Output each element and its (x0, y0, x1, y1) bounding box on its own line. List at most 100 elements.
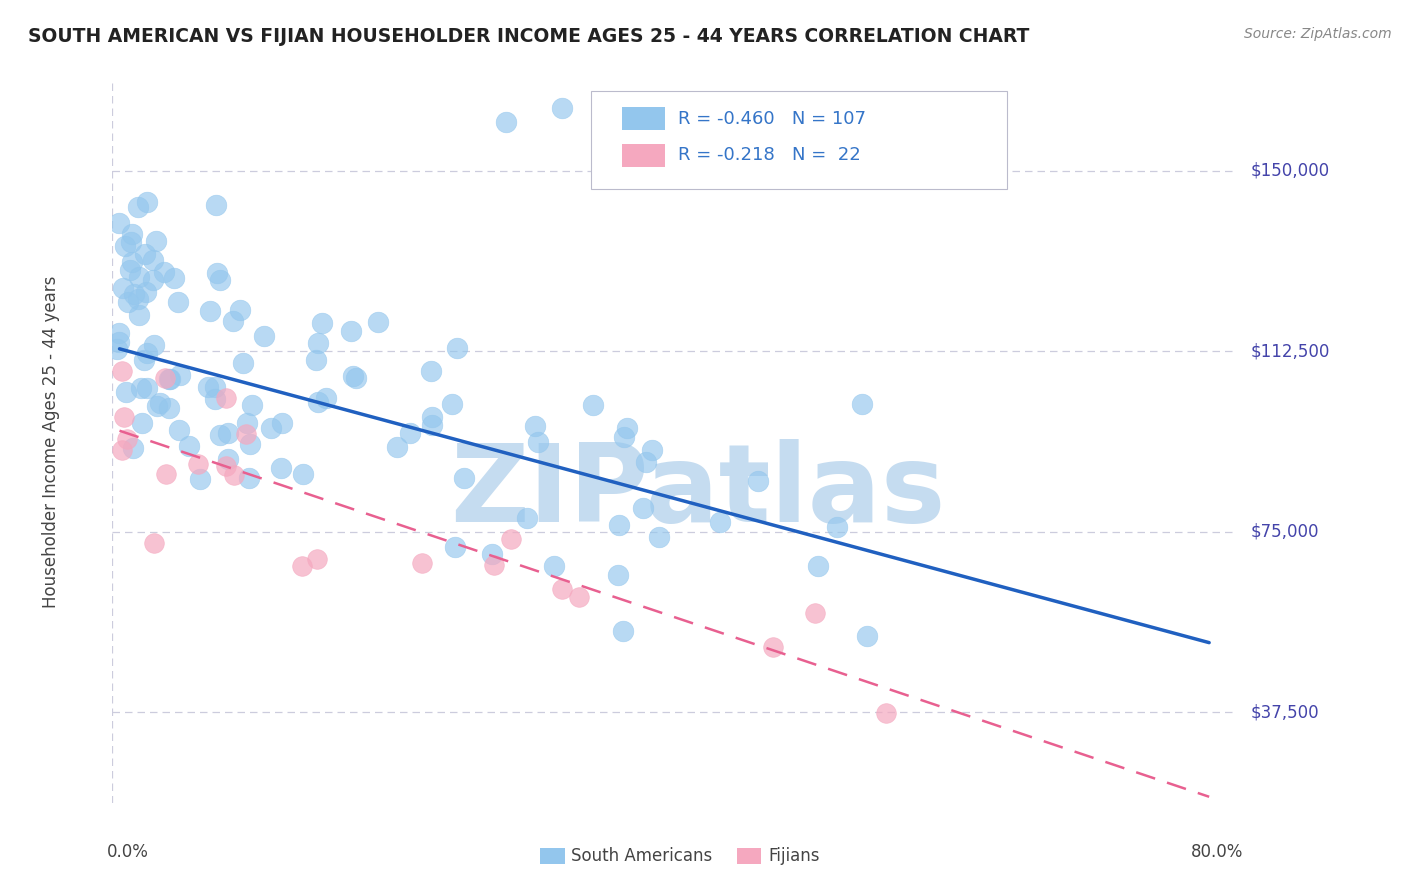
Text: $37,500: $37,500 (1251, 704, 1319, 722)
Point (616, 420, 638, 434)
FancyBboxPatch shape (621, 107, 665, 130)
Point (108, 326, 131, 340)
Point (107, 334, 129, 349)
Point (157, 401, 180, 415)
Point (307, 395, 329, 409)
FancyBboxPatch shape (621, 144, 665, 167)
Point (117, 432, 139, 446)
Point (163, 271, 186, 285)
Point (188, 472, 211, 486)
Point (339, 324, 361, 338)
Text: $150,000: $150,000 (1251, 161, 1330, 179)
Point (111, 442, 134, 457)
Point (217, 452, 239, 467)
Point (307, 335, 329, 350)
Point (501, 532, 523, 546)
Point (157, 372, 180, 386)
Point (122, 287, 145, 301)
Point (114, 384, 136, 399)
Point (136, 346, 159, 360)
Point (762, 640, 785, 655)
Point (607, 139, 630, 153)
Text: ZIPatlas: ZIPatlas (450, 439, 945, 545)
Point (120, 263, 142, 277)
Point (122, 442, 145, 456)
Point (709, 516, 731, 530)
Point (527, 435, 550, 450)
Point (307, 552, 329, 566)
Point (446, 341, 468, 355)
Point (367, 315, 389, 329)
Point (143, 338, 166, 352)
Point (419, 364, 441, 378)
Point (747, 474, 769, 488)
Point (648, 530, 671, 544)
Point (209, 427, 232, 442)
Point (271, 416, 294, 430)
Point (581, 398, 603, 412)
Point (344, 370, 367, 384)
Point (311, 316, 333, 330)
Point (636, 455, 658, 469)
Point (612, 624, 634, 639)
Point (875, 706, 897, 720)
Text: 80.0%: 80.0% (1191, 843, 1243, 861)
Point (524, 419, 547, 434)
Point (136, 381, 159, 395)
Point (229, 303, 252, 318)
Point (551, 582, 574, 597)
Point (145, 235, 167, 249)
Text: R = -0.460   N = 107: R = -0.460 N = 107 (678, 110, 866, 128)
Point (443, 541, 465, 555)
Point (607, 518, 630, 533)
Point (117, 295, 139, 310)
Text: South Americans: South Americans (571, 847, 713, 865)
Point (568, 590, 591, 604)
Point (484, 558, 506, 573)
Point (134, 352, 156, 367)
Point (253, 329, 276, 343)
FancyBboxPatch shape (737, 848, 762, 864)
Point (804, 606, 827, 620)
Point (142, 252, 165, 267)
Point (111, 364, 134, 378)
Point (120, 235, 142, 250)
Point (187, 457, 209, 471)
Point (807, 559, 830, 574)
Point (239, 437, 262, 451)
Point (129, 381, 152, 395)
Point (342, 368, 364, 383)
Point (441, 397, 464, 411)
Point (134, 247, 156, 261)
Text: SOUTH AMERICAN VS FIJIAN HOUSEHOLDER INCOME AGES 25 - 44 YEARS CORRELATION CHART: SOUTH AMERICAN VS FIJIAN HOUSEHOLDER INC… (28, 27, 1029, 45)
Point (177, 439, 200, 453)
Point (127, 292, 149, 306)
Point (121, 227, 143, 241)
Point (197, 380, 219, 394)
Point (153, 265, 176, 279)
Point (260, 421, 283, 435)
Point (224, 468, 246, 483)
Point (142, 536, 165, 550)
Point (169, 368, 191, 382)
Point (481, 547, 503, 561)
Point (149, 396, 172, 410)
Point (516, 511, 538, 525)
Point (217, 425, 239, 440)
Point (240, 398, 263, 412)
Point (159, 371, 181, 385)
Text: Householder Income Ages 25 - 44 years: Householder Income Ages 25 - 44 years (42, 276, 59, 607)
Text: R = -0.218   N =  22: R = -0.218 N = 22 (678, 146, 860, 164)
Point (453, 471, 475, 485)
Point (200, 304, 222, 318)
Point (825, 520, 848, 534)
Point (131, 417, 153, 431)
Point (222, 314, 245, 328)
Point (205, 266, 228, 280)
Point (270, 460, 292, 475)
Point (167, 423, 190, 437)
Point (606, 567, 628, 582)
FancyBboxPatch shape (540, 848, 565, 864)
Point (543, 559, 565, 574)
Point (315, 391, 337, 405)
